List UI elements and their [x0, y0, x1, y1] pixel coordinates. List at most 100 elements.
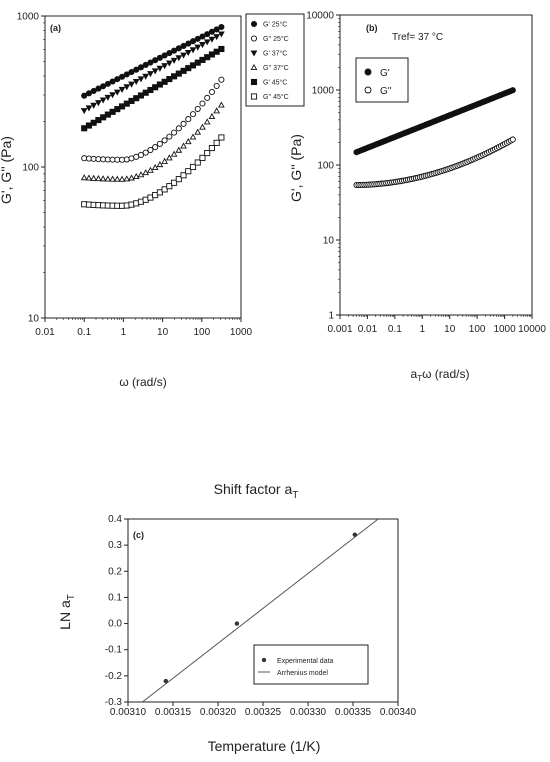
chart-a-point-g-25-c: [147, 59, 154, 66]
chart-b-ytick-label: 1: [328, 311, 334, 322]
chart-b-ytick-label: 100: [317, 161, 334, 172]
chart-a-point-g-37-c: [128, 81, 135, 88]
chart-a-point-g-37-c: [104, 175, 112, 182]
chart-a-point-g-37-c: [123, 175, 131, 182]
chart-a-point-g-37-c: [208, 36, 216, 43]
chart-a-point-g-37-c: [109, 92, 116, 99]
chart-a-point-g-45-c: [171, 179, 178, 186]
chart-b-xtick-label: 10000: [518, 324, 546, 335]
chart-a-point-g-37-c: [95, 100, 102, 107]
chart-c-panel-label: (c): [133, 530, 144, 540]
chart-a-xtick-label: 1: [121, 327, 127, 338]
chart-a-point-g-37-c: [118, 175, 126, 182]
chart-b-xtick-label: 0.01: [358, 324, 378, 335]
chart-a-point-g-25-c: [90, 87, 97, 95]
chart-a-point-g-45-c: [213, 139, 220, 146]
chart-a-point-g-25-c: [166, 50, 173, 57]
chart-a-point-g-37-c: [85, 174, 93, 181]
chart-a-point-g-25-c: [175, 45, 182, 52]
chart-c-legend-marker-experimental: [261, 657, 267, 663]
chart-a-point-g-37-c: [170, 150, 178, 157]
chart-b-xtick-label: 1000: [493, 324, 516, 335]
chart-a-point-g-37-c: [90, 174, 98, 181]
chart-a-point-g-25-c: [213, 82, 220, 89]
chart-a-ytick-label: 1000: [17, 12, 40, 23]
chart-c-ytick-label: -0.3: [105, 697, 123, 708]
chart-c-ylabel: LN aT: [57, 594, 77, 630]
chart-c-legend-label-experimental: Experimental data: [277, 658, 334, 665]
chart-a-point-g-45-c: [199, 154, 206, 161]
chart-c-ytick-label: -0.2: [105, 671, 123, 682]
chart-a-point-g-37-c: [99, 97, 107, 104]
chart-a-legend-label-g-45-c: G'' 45°C: [263, 93, 289, 101]
chart-a-point-g-45-c: [161, 186, 168, 193]
chart-c-point-experimental: [234, 621, 240, 626]
chart-a-point-g-37-c: [199, 42, 206, 49]
chart-a-point-g-25-c: [137, 64, 145, 71]
chart-a-point-g-25-c: [118, 73, 126, 80]
chart-a-legend-marker-g-25-c: [250, 35, 258, 42]
chart-a-point-g-37-c: [175, 146, 183, 153]
chart-a-legend-label-g-37-c: G' 37°C: [263, 50, 287, 58]
chart-a-point-g-37-c: [194, 128, 202, 135]
chart-a-xtick-label: 0.1: [77, 327, 91, 338]
chart-b-legend-label-g: G'': [380, 86, 392, 97]
chart-a-point-g-37-c: [184, 138, 192, 145]
chart-a-point-g-25-c: [189, 111, 197, 118]
chart-a-axes: 0.01 0.1 1 10 100 1000 10 100 1000: [17, 12, 253, 339]
chart-b-ytick-label: 10000: [306, 11, 334, 22]
chart-a-legend-box: [245, 13, 305, 107]
chart-a-point-g-25-c: [133, 66, 140, 73]
chart-a-point-g-37-c: [90, 102, 98, 109]
chart-c-point-experimental: [163, 678, 168, 684]
chart-a-point-g-37-c: [113, 89, 121, 96]
chart-a-point-g-25-c: [81, 92, 88, 99]
chart-a-point-g-25-c: [123, 71, 130, 78]
chart-a-point-g-25-c: [114, 76, 121, 83]
chart-a-point-g-45-c: [208, 144, 215, 152]
chart-a-point-g-37-c: [203, 39, 211, 46]
chart-a-point-g-37-c: [142, 169, 150, 176]
chart-c-marks: [142, 518, 379, 703]
chart-a-point-g-25-c: [189, 38, 197, 45]
chart-a-point-g-37-c: [208, 112, 216, 119]
chart-a-point-g-25-c: [104, 80, 111, 87]
chart-a-ylabel: G', G'' (Pa): [0, 136, 14, 204]
chart-a-legend-marker-g-45-c: [250, 93, 258, 100]
chart-a-point-g-37-c: [175, 55, 183, 62]
chart-a-point-g-37-c: [95, 175, 102, 182]
chart-a-point-g-37-c: [132, 79, 140, 86]
chart-b-points: [353, 87, 516, 189]
chart-a-xtick-label: 10: [157, 327, 169, 338]
chart-a-panel-label: (a): [50, 23, 61, 33]
chart-b-xtick-label: 0.1: [388, 324, 402, 335]
chart-a-point-g-25-c: [152, 144, 159, 151]
chart-a-legend-marker-g-45-c: [250, 78, 258, 86]
chart-b: (b) Tref= 37 °C 0.001 0.01 0.1 1 10 100 1000 10…: [288, 11, 546, 384]
chart-b-xtick-label: 10: [444, 324, 456, 335]
chart-a-point-g-45-c: [189, 163, 197, 171]
chart-a-legend: G' 25°C G'' 25°C G' 37°C G'' 37°C G' 45°C G''…: [245, 13, 305, 107]
chart-a-point-g-37-c: [170, 57, 178, 64]
chart-a-point-g-37-c: [151, 163, 159, 171]
chart-a-point-g-37-c: [165, 154, 173, 161]
chart-a-point-g-37-c: [161, 63, 168, 70]
chart-a-legend-label-g-25-c: G' 25°C: [263, 21, 287, 29]
chart-a-point-g-25-c: [208, 88, 215, 96]
chart-a-point-g-25-c: [175, 125, 182, 132]
chart-a-point-g-25-c: [142, 61, 149, 68]
chart-a-point-g-25-c: [142, 149, 149, 156]
chart-a-point-g-25-c: [204, 94, 211, 101]
chart-b-xlabel: aTω (rad/s): [411, 367, 470, 383]
chart-a-point-g-25-c: [147, 146, 154, 154]
chart-a-point-g-25-c: [156, 140, 163, 147]
chart-a-point-g-25-c: [213, 26, 220, 33]
chart-a-point-g-37-c: [203, 118, 211, 125]
chart-b-annotation: Tref= 37 °C: [392, 32, 443, 43]
chart-c-ytick-label: 0.2: [108, 566, 122, 577]
chart-a-point-g-37-c: [213, 107, 221, 114]
chart-a-point-g-37-c: [128, 174, 135, 181]
chart-a-point-g-37-c: [118, 86, 126, 93]
chart-c-legend: Experimental data Arrhenius model: [253, 644, 369, 685]
